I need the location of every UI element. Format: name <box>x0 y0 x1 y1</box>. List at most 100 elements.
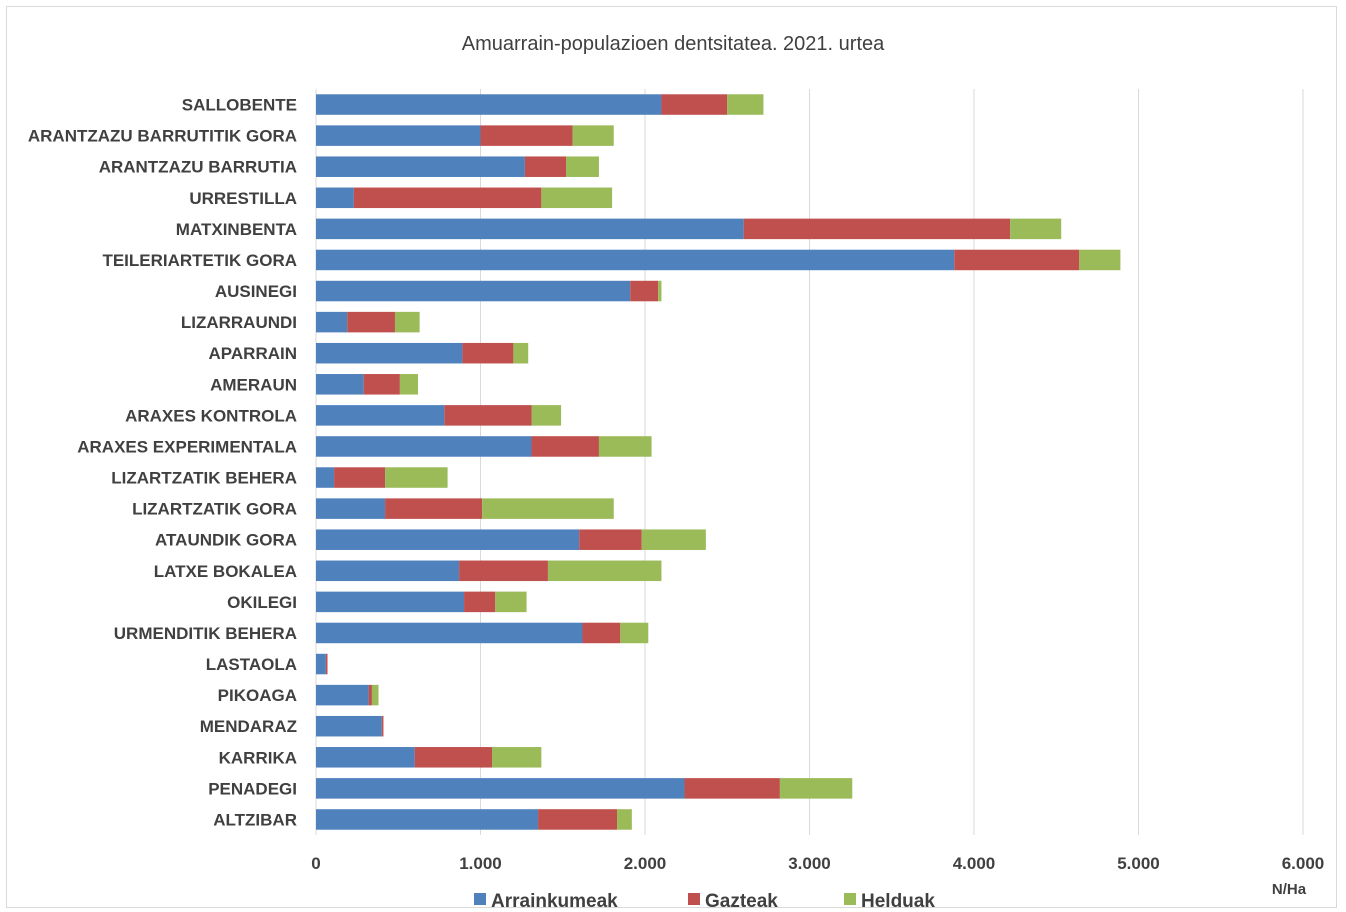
bar-segment <box>566 156 599 177</box>
legend-swatch <box>688 893 700 905</box>
chart-title: Amuarrain-populazioen dentsitatea. 2021.… <box>461 33 885 55</box>
category-label: LIZARRAUNDI <box>181 313 297 332</box>
x-tick-label: 1.000 <box>459 854 502 873</box>
category-label: KARRIKA <box>219 748 297 767</box>
bar-segment <box>394 311 420 333</box>
bar-segment <box>353 187 542 209</box>
bar-segment <box>316 591 465 613</box>
bar-segment <box>316 529 580 550</box>
bar-segment <box>414 747 493 768</box>
category-label: URRESTILLA <box>189 189 297 208</box>
bar-segment <box>598 436 652 457</box>
bar-segment <box>641 529 706 550</box>
legend-swatch <box>844 893 856 905</box>
bar-segment <box>658 280 662 302</box>
chart-frame <box>6 6 1337 908</box>
bar-segment <box>620 622 649 644</box>
bar-segment <box>385 498 483 519</box>
bar-segment <box>316 684 369 706</box>
bar-segment <box>316 311 348 333</box>
bar-segment <box>316 94 662 115</box>
bar-segment <box>316 560 460 582</box>
category-label: ARANTZAZU BARRUTIA <box>99 158 297 177</box>
bar-segment <box>954 249 1080 271</box>
x-tick-label: 6.000 <box>1282 854 1325 873</box>
bar-segment <box>316 747 415 768</box>
category-label: OKILEGI <box>227 593 297 612</box>
bar-segment <box>743 218 1011 240</box>
x-tick-label: 0 <box>311 854 320 873</box>
bar-segment <box>381 715 384 737</box>
bar-segment <box>316 715 382 737</box>
bar-segment <box>531 405 562 426</box>
bar-segment <box>572 125 614 146</box>
bar-segment <box>316 809 539 830</box>
bar-segment <box>316 280 631 302</box>
bar-segment <box>368 684 372 706</box>
bar-segment <box>582 622 621 644</box>
bar-segment <box>538 809 618 830</box>
bar-segment <box>513 342 529 364</box>
category-label: PIKOAGA <box>218 686 297 705</box>
bar-segment <box>325 653 328 675</box>
bar-segment <box>482 498 614 519</box>
category-label: ARANTZAZU BARRUTITIK GORA <box>28 127 297 146</box>
category-label: LATXE BOKALEA <box>154 562 297 581</box>
bar-segment <box>547 560 662 582</box>
bar-segment <box>444 405 532 426</box>
bar-segment <box>316 218 744 240</box>
bar-segment <box>462 342 514 364</box>
bar-segment <box>347 311 395 333</box>
x-axis-unit-label: N/Ha <box>1272 881 1307 898</box>
bar-segment <box>727 94 764 115</box>
bar-segment <box>495 591 527 613</box>
bar-segment <box>316 187 354 209</box>
legend-label: Arrainkumeak <box>491 891 618 912</box>
bar-segment <box>1079 249 1121 271</box>
legend-swatch <box>474 893 486 905</box>
bar-segment <box>385 467 448 488</box>
category-label: MATXINBENTA <box>176 220 297 239</box>
category-label: ALTZIBAR <box>213 810 297 829</box>
legend-label: Gazteak <box>705 891 778 912</box>
x-tick-label: 5.000 <box>1117 854 1160 873</box>
bar-segment <box>579 529 642 550</box>
bar-segment <box>334 467 386 488</box>
bar-segment <box>459 560 548 582</box>
category-label: LASTAOLA <box>206 655 297 674</box>
bar-segment <box>316 342 463 364</box>
bar-segment <box>316 498 386 519</box>
bar-segment <box>316 778 685 799</box>
bar-segment <box>316 374 364 395</box>
bar-segment <box>316 622 583 644</box>
bar-segment <box>399 374 418 395</box>
category-label: URMENDITIK BEHERA <box>114 624 297 643</box>
bar-segment <box>316 125 481 146</box>
bar-segment <box>371 684 379 706</box>
bar-segment <box>617 809 632 830</box>
bar-segment <box>531 436 599 457</box>
bar-segment <box>524 156 567 177</box>
category-label: PENADEGI <box>208 779 297 798</box>
bar-segment <box>684 778 780 799</box>
x-tick-label: 2.000 <box>624 854 667 873</box>
bar-segment <box>464 591 496 613</box>
bar-segment <box>316 436 532 457</box>
category-label: SALLOBENTE <box>182 96 297 115</box>
bar-segment <box>661 94 728 115</box>
category-label: MENDARAZ <box>200 717 297 736</box>
bar-segment <box>316 467 335 488</box>
category-label: ARAXES KONTROLA <box>125 406 297 425</box>
bar-segment <box>316 653 326 675</box>
category-label: ARAXES EXPERIMENTALA <box>77 437 297 456</box>
bar-segment <box>492 747 542 768</box>
x-tick-label: 4.000 <box>953 854 996 873</box>
bar-segment <box>316 156 525 177</box>
category-label: LIZARTZATIK BEHERA <box>111 469 297 488</box>
bar-segment <box>779 778 853 799</box>
category-label: ATAUNDIK GORA <box>155 531 297 550</box>
category-label: TEILERIARTETIK GORA <box>102 251 297 270</box>
bar-segment <box>630 280 659 302</box>
bar-segment <box>363 374 400 395</box>
